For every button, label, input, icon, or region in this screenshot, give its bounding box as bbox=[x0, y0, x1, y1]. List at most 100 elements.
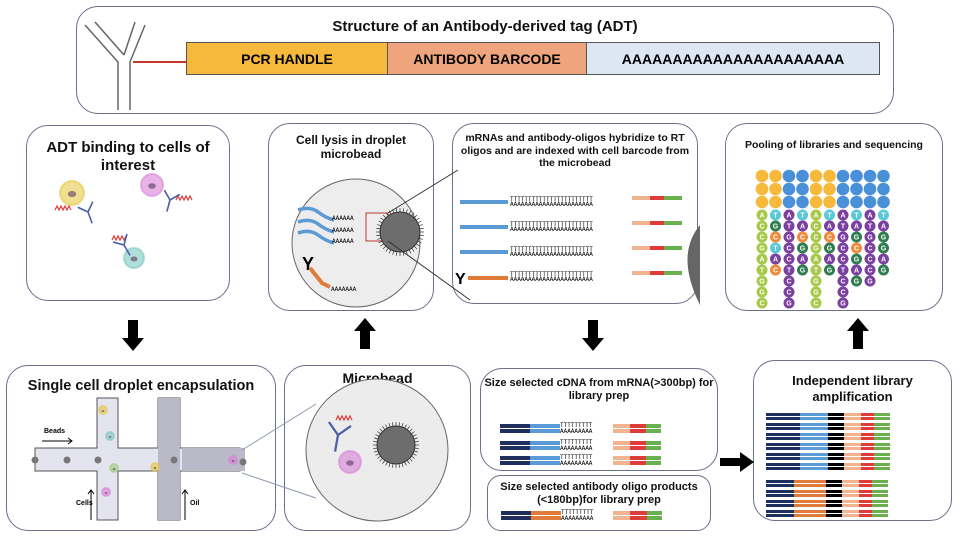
amplified-adt bbox=[766, 484, 794, 487]
nucleotide-letter: T bbox=[827, 213, 832, 220]
nucleotide-bead bbox=[756, 231, 768, 243]
cdna-segment bbox=[500, 441, 530, 445]
amplified-cdna bbox=[828, 457, 844, 460]
amplified-cdna bbox=[800, 427, 828, 430]
cell-lysis-title: Cell lysis in droplet microbead bbox=[295, 133, 407, 162]
nucleotide-bead bbox=[851, 209, 862, 221]
nucleotide-letter: G bbox=[786, 301, 792, 308]
microbead-spike bbox=[418, 224, 423, 227]
nucleotide-letter: G bbox=[813, 246, 819, 253]
polya-tail: AAAAAAA bbox=[331, 286, 357, 293]
amplified-adt bbox=[859, 490, 872, 493]
polya-tail: AAAAAAAAAAAAAAAAAAAAAAA bbox=[510, 276, 593, 283]
teal-cell-nucleus bbox=[130, 256, 138, 262]
nucleotide-letter: A bbox=[759, 213, 764, 220]
amplified-adt bbox=[842, 494, 859, 497]
amplified-cdna bbox=[828, 427, 844, 430]
nucleotide-letter: G bbox=[827, 246, 833, 253]
adt-oligo bbox=[54, 204, 72, 212]
antibody-oligo-segment bbox=[613, 511, 630, 515]
amplified-cdna bbox=[861, 417, 874, 420]
cdna-segment bbox=[613, 446, 630, 450]
cdna-segment bbox=[530, 429, 560, 433]
nucleotide-bead bbox=[810, 220, 822, 232]
nucleotide-bead bbox=[851, 242, 862, 254]
nucleotide-letter: A bbox=[773, 257, 778, 264]
amplified-cdna bbox=[800, 467, 828, 470]
antibody-oligo-segment bbox=[531, 511, 561, 515]
microbead-spike bbox=[406, 426, 410, 430]
amplified-cdna bbox=[766, 463, 800, 466]
nucleotide-bead bbox=[783, 220, 795, 232]
nucleotide-letter: C bbox=[759, 235, 764, 242]
amplified-adt bbox=[794, 514, 826, 517]
amplified-cdna bbox=[844, 427, 861, 430]
adapter-bead bbox=[796, 195, 809, 209]
microbead-spike bbox=[379, 428, 383, 432]
nucleotide-letter: G bbox=[854, 257, 860, 264]
adapter-bead bbox=[769, 195, 782, 209]
polyt-oligo: TTTTTTTTT bbox=[560, 439, 593, 446]
amplified-cdna bbox=[800, 423, 828, 426]
antibody-oligo-segment bbox=[531, 516, 561, 520]
microbead-spike bbox=[408, 210, 412, 215]
nucleotide-letter: C bbox=[840, 279, 845, 286]
antibody-icon bbox=[163, 189, 181, 212]
nucleotide-letter: C bbox=[867, 268, 872, 275]
amplified-cdna bbox=[844, 453, 861, 456]
amplified-cdna bbox=[844, 417, 861, 420]
beads-label: Beads bbox=[44, 428, 65, 435]
amplified-cdna bbox=[800, 457, 828, 460]
amplified-adt bbox=[766, 500, 794, 503]
amplified-cdna bbox=[874, 457, 890, 460]
amplification-title: Independent library amplification bbox=[792, 373, 913, 404]
cdna-segment bbox=[500, 424, 530, 428]
nucleotide-bead bbox=[756, 209, 768, 221]
microbead-spike bbox=[409, 428, 413, 432]
amplified-cdna bbox=[766, 447, 800, 450]
nucleotide-bead bbox=[756, 242, 768, 254]
nucleotide-letter: G bbox=[827, 268, 833, 275]
antibody-oligo-segment bbox=[613, 516, 630, 520]
microbead-spike bbox=[379, 458, 383, 462]
amplified-cdna bbox=[861, 427, 874, 430]
nucleotide-bead bbox=[770, 220, 781, 232]
umi-segment bbox=[664, 246, 682, 250]
polya-segment: AAAAAAAAAAAAAAAAAAAAAA bbox=[587, 43, 879, 74]
nucleotide-bead bbox=[837, 242, 849, 254]
amplified-adt bbox=[766, 494, 794, 497]
mrna-strand bbox=[297, 229, 335, 245]
adapter-bead bbox=[863, 182, 877, 196]
nucleotide-letter: G bbox=[881, 268, 887, 275]
umi-segment bbox=[664, 271, 682, 275]
down-arrow bbox=[122, 320, 144, 351]
bead bbox=[94, 456, 102, 464]
nucleotide-letter: T bbox=[841, 224, 846, 231]
microbead-spike bbox=[392, 422, 394, 427]
adapter-bead bbox=[836, 169, 850, 183]
nucleotide-bead bbox=[878, 231, 889, 243]
nucleotide-bead bbox=[824, 253, 835, 265]
antibody-icon bbox=[77, 201, 94, 224]
cdna-segment bbox=[530, 461, 560, 465]
microbead-spike bbox=[413, 437, 418, 440]
amplified-cdna bbox=[874, 427, 890, 430]
microbead-spike bbox=[411, 431, 415, 435]
polyt-oligo: TTTTTTTTT bbox=[560, 422, 593, 429]
microbead-spike bbox=[415, 243, 420, 247]
microbead-spike bbox=[385, 461, 388, 466]
antibody-icon bbox=[77, 201, 94, 224]
zoom-line bbox=[241, 472, 317, 499]
microbead-spike bbox=[417, 220, 422, 224]
amplified-cdna bbox=[844, 443, 861, 446]
microbead-spike bbox=[408, 249, 412, 254]
amplified-cdna bbox=[874, 423, 890, 426]
nucleotide-letter: G bbox=[867, 235, 873, 242]
nucleotide-bead bbox=[783, 286, 795, 298]
microbead-spike bbox=[385, 424, 388, 429]
nucleotide-bead bbox=[770, 242, 781, 254]
nucleotide-letter: G bbox=[800, 268, 806, 275]
cdna-segment bbox=[646, 441, 661, 445]
amplified-adt bbox=[842, 514, 859, 517]
cdna-segment bbox=[613, 456, 630, 460]
